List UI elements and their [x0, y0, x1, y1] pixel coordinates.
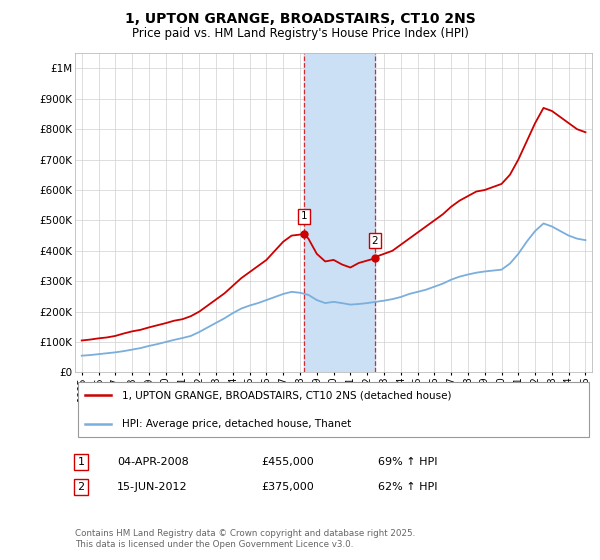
Text: 62% ↑ HPI: 62% ↑ HPI: [378, 482, 437, 492]
Text: HPI: Average price, detached house, Thanet: HPI: Average price, detached house, Than…: [122, 419, 351, 429]
Text: Contains HM Land Registry data © Crown copyright and database right 2025.
This d: Contains HM Land Registry data © Crown c…: [75, 529, 415, 549]
Text: £455,000: £455,000: [261, 457, 314, 467]
Text: £375,000: £375,000: [261, 482, 314, 492]
Text: 1, UPTON GRANGE, BROADSTAIRS, CT10 2NS: 1, UPTON GRANGE, BROADSTAIRS, CT10 2NS: [125, 12, 475, 26]
Text: 2: 2: [77, 482, 85, 492]
Bar: [304, 53, 375, 372]
Text: 1: 1: [77, 457, 85, 467]
Text: 04-APR-2008: 04-APR-2008: [117, 457, 189, 467]
FancyBboxPatch shape: [77, 381, 589, 437]
Text: Price paid vs. HM Land Registry's House Price Index (HPI): Price paid vs. HM Land Registry's House …: [131, 27, 469, 40]
Text: 15-JUN-2012: 15-JUN-2012: [117, 482, 188, 492]
Text: 69% ↑ HPI: 69% ↑ HPI: [378, 457, 437, 467]
Text: 2: 2: [371, 236, 378, 246]
Text: 1: 1: [301, 211, 308, 221]
Text: 1, UPTON GRANGE, BROADSTAIRS, CT10 2NS (detached house): 1, UPTON GRANGE, BROADSTAIRS, CT10 2NS (…: [122, 390, 451, 400]
